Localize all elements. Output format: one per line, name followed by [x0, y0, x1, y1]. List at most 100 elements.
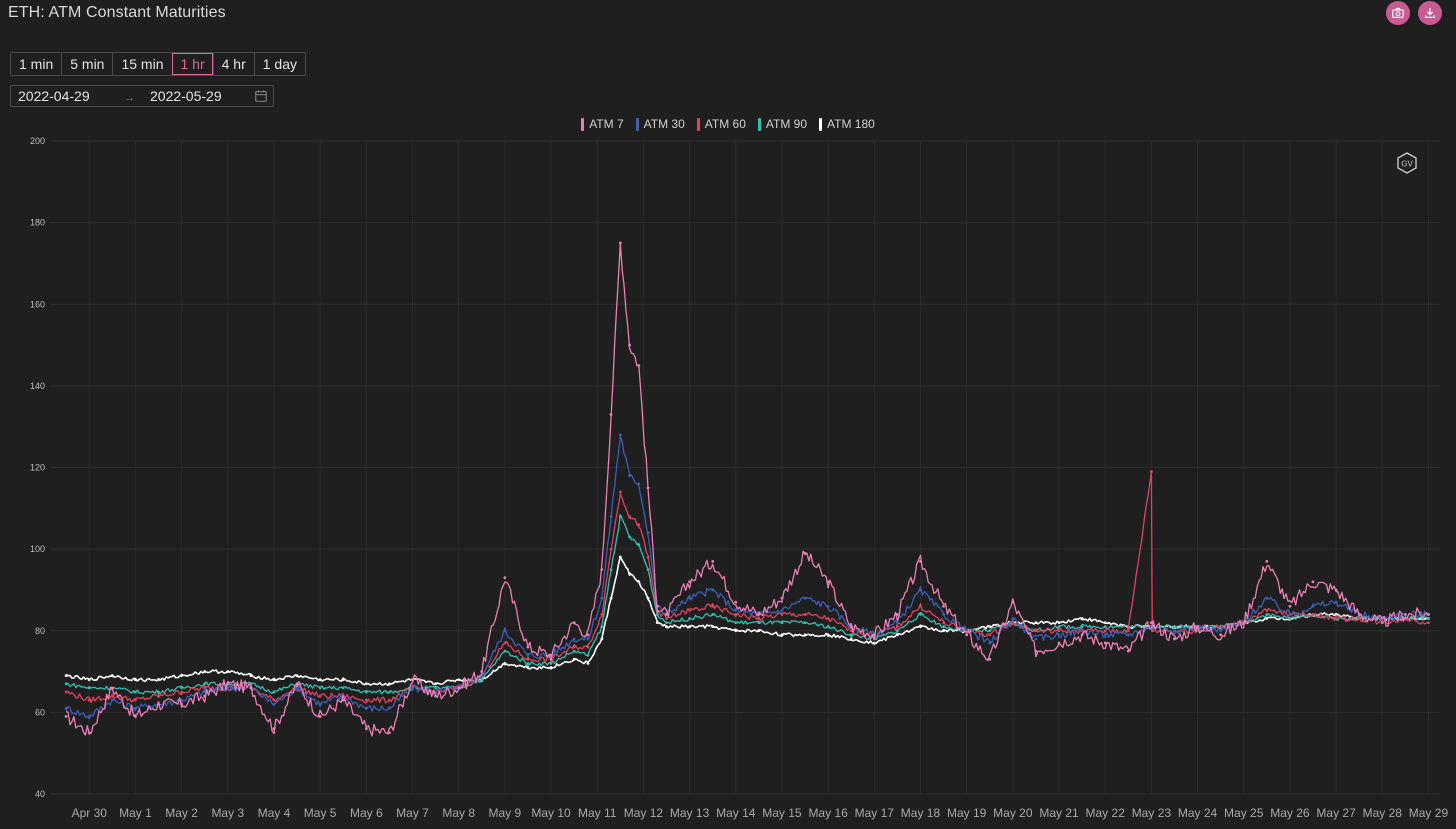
data-point[interactable]	[526, 653, 530, 657]
series-line-atm30[interactable]	[65, 435, 1429, 720]
data-point[interactable]	[180, 702, 184, 706]
data-point[interactable]	[64, 690, 68, 694]
data-point[interactable]	[110, 698, 114, 702]
data-point[interactable]	[572, 649, 576, 653]
data-point[interactable]	[457, 686, 461, 690]
data-point[interactable]	[1149, 470, 1153, 473]
data-point[interactable]	[364, 698, 368, 702]
data-point[interactable]	[919, 559, 922, 563]
data-point[interactable]	[318, 678, 322, 682]
data-point[interactable]	[586, 637, 590, 641]
data-point[interactable]	[318, 694, 322, 698]
data-point[interactable]	[157, 694, 160, 698]
data-point[interactable]	[586, 633, 590, 637]
interval-1min-button[interactable]: 1 min	[19, 56, 54, 72]
data-point[interactable]	[110, 674, 114, 678]
data-point[interactable]	[1334, 600, 1338, 604]
data-point[interactable]	[388, 682, 391, 686]
series-line-atm7[interactable]	[65, 242, 1429, 737]
data-point[interactable]	[1219, 625, 1223, 629]
data-point[interactable]	[503, 641, 507, 645]
data-point[interactable]	[1149, 621, 1153, 624]
data-point[interactable]	[1126, 649, 1130, 653]
data-point[interactable]	[1151, 629, 1155, 633]
data-point[interactable]	[618, 490, 622, 494]
data-point[interactable]	[1334, 588, 1338, 592]
data-point[interactable]	[203, 670, 207, 673]
data-point[interactable]	[203, 694, 207, 698]
data-point[interactable]	[872, 641, 876, 645]
data-point[interactable]	[1103, 625, 1107, 629]
data-point[interactable]	[618, 515, 622, 518]
data-point[interactable]	[919, 625, 922, 629]
data-point[interactable]	[157, 678, 160, 682]
data-point[interactable]	[480, 678, 484, 682]
start-date-input[interactable]: 2022-04-29	[18, 88, 90, 104]
data-point[interactable]	[780, 608, 784, 612]
data-point[interactable]	[1357, 613, 1361, 616]
data-point[interactable]	[272, 690, 276, 694]
data-point[interactable]	[803, 633, 807, 637]
data-point[interactable]	[1080, 625, 1084, 629]
data-point[interactable]	[503, 576, 507, 580]
data-point[interactable]	[1173, 629, 1176, 633]
data-point[interactable]	[272, 727, 276, 731]
data-point[interactable]	[942, 604, 945, 608]
data-point[interactable]	[665, 613, 668, 616]
data-point[interactable]	[180, 690, 184, 694]
interval-15min-button[interactable]: 15 min	[112, 53, 171, 75]
data-point[interactable]	[586, 645, 590, 649]
data-point[interactable]	[526, 666, 530, 669]
data-point[interactable]	[318, 715, 322, 718]
data-point[interactable]	[1288, 604, 1292, 608]
data-point[interactable]	[457, 678, 461, 682]
data-point[interactable]	[734, 621, 738, 624]
data-point[interactable]	[87, 715, 91, 718]
legend-item-atm30[interactable]: ATM 30	[635, 117, 685, 131]
data-point[interactable]	[600, 568, 604, 571]
data-point[interactable]	[688, 617, 691, 620]
data-point[interactable]	[157, 702, 160, 706]
data-point[interactable]	[609, 596, 613, 600]
data-point[interactable]	[1080, 617, 1084, 620]
data-point[interactable]	[637, 543, 641, 547]
data-point[interactable]	[364, 706, 368, 710]
data-point[interactable]	[803, 621, 807, 624]
data-point[interactable]	[1057, 621, 1061, 624]
data-point[interactable]	[180, 674, 184, 678]
data-point[interactable]	[609, 547, 613, 551]
data-point[interactable]	[895, 625, 899, 629]
data-point[interactable]	[826, 617, 830, 620]
data-point[interactable]	[180, 686, 184, 690]
data-point[interactable]	[803, 613, 807, 616]
data-point[interactable]	[64, 682, 68, 686]
data-point[interactable]	[572, 657, 576, 661]
data-point[interactable]	[134, 715, 137, 718]
data-point[interactable]	[628, 515, 631, 518]
data-point[interactable]	[295, 682, 299, 686]
data-point[interactable]	[711, 559, 715, 563]
data-point[interactable]	[600, 613, 604, 616]
data-point[interactable]	[988, 625, 992, 629]
data-point[interactable]	[318, 686, 322, 690]
data-point[interactable]	[1173, 625, 1176, 629]
interval-1day-button[interactable]: 1 day	[253, 53, 305, 75]
screenshot-button[interactable]	[1386, 1, 1410, 25]
data-point[interactable]	[609, 515, 613, 518]
data-point[interactable]	[411, 678, 414, 682]
data-point[interactable]	[628, 572, 631, 576]
data-point[interactable]	[919, 588, 922, 592]
data-point[interactable]	[1057, 633, 1061, 637]
data-point[interactable]	[1427, 617, 1430, 620]
data-point[interactable]	[826, 580, 830, 584]
data-point[interactable]	[872, 633, 876, 637]
data-point[interactable]	[637, 523, 641, 527]
data-point[interactable]	[637, 482, 641, 486]
data-point[interactable]	[1011, 617, 1015, 620]
data-point[interactable]	[646, 555, 650, 559]
data-point[interactable]	[1380, 621, 1384, 624]
data-point[interactable]	[1265, 559, 1269, 563]
data-point[interactable]	[364, 682, 368, 686]
legend-item-atm7[interactable]: ATM 7	[581, 117, 624, 131]
data-point[interactable]	[134, 706, 137, 710]
